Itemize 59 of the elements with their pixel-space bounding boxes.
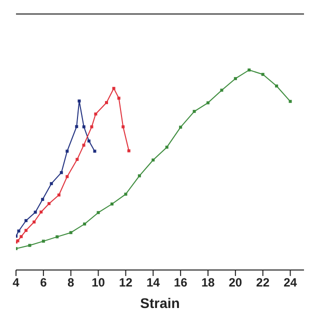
point: [32, 220, 36, 224]
point: [66, 175, 69, 178]
point: [165, 146, 168, 149]
x-tick-label: 24: [284, 276, 298, 290]
x-tick-label: 16: [174, 276, 188, 290]
x-tick-label: 8: [68, 276, 75, 290]
point: [96, 211, 100, 214]
point: [24, 228, 28, 232]
point: [82, 144, 86, 147]
x-tick-label: 14: [146, 276, 160, 290]
point: [17, 230, 20, 232]
point: [94, 112, 98, 116]
point: [124, 192, 128, 196]
point: [138, 174, 141, 178]
point: [288, 100, 292, 103]
point: [220, 88, 224, 92]
point: [40, 210, 43, 214]
point: [93, 150, 96, 153]
point: [50, 182, 53, 186]
point: [105, 101, 108, 104]
point: [48, 202, 51, 206]
point: [24, 219, 28, 222]
point: [34, 210, 37, 214]
x-tick-label: 18: [201, 276, 215, 290]
point: [57, 194, 60, 196]
point: [41, 198, 44, 201]
x-tick-label: 10: [92, 276, 106, 290]
point: [76, 158, 79, 161]
point: [42, 240, 45, 243]
point: [90, 125, 94, 128]
x-tick-label: 6: [40, 276, 48, 290]
point: [117, 96, 120, 100]
x-axis-title: Strain: [140, 295, 180, 311]
point: [248, 68, 251, 72]
point: [206, 101, 210, 104]
point: [122, 125, 125, 128]
point: [83, 222, 86, 226]
point: [192, 110, 196, 113]
point: [28, 244, 32, 247]
x-tick-label: 22: [256, 276, 270, 290]
point: [78, 100, 81, 102]
point: [20, 235, 23, 238]
x-tick-label: 4: [12, 276, 20, 290]
point: [112, 86, 116, 90]
point: [127, 149, 130, 152]
point: [87, 140, 90, 142]
point: [60, 171, 63, 174]
point: [75, 125, 78, 128]
point: [275, 84, 278, 88]
point: [56, 235, 59, 238]
point: [66, 150, 69, 153]
point: [69, 231, 72, 234]
point: [152, 158, 155, 162]
point: [179, 126, 182, 129]
point: [261, 72, 264, 76]
point: [82, 125, 86, 128]
x-tick-label: 12: [119, 276, 133, 290]
x-tick-label: 20: [228, 276, 242, 290]
point: [234, 77, 237, 80]
